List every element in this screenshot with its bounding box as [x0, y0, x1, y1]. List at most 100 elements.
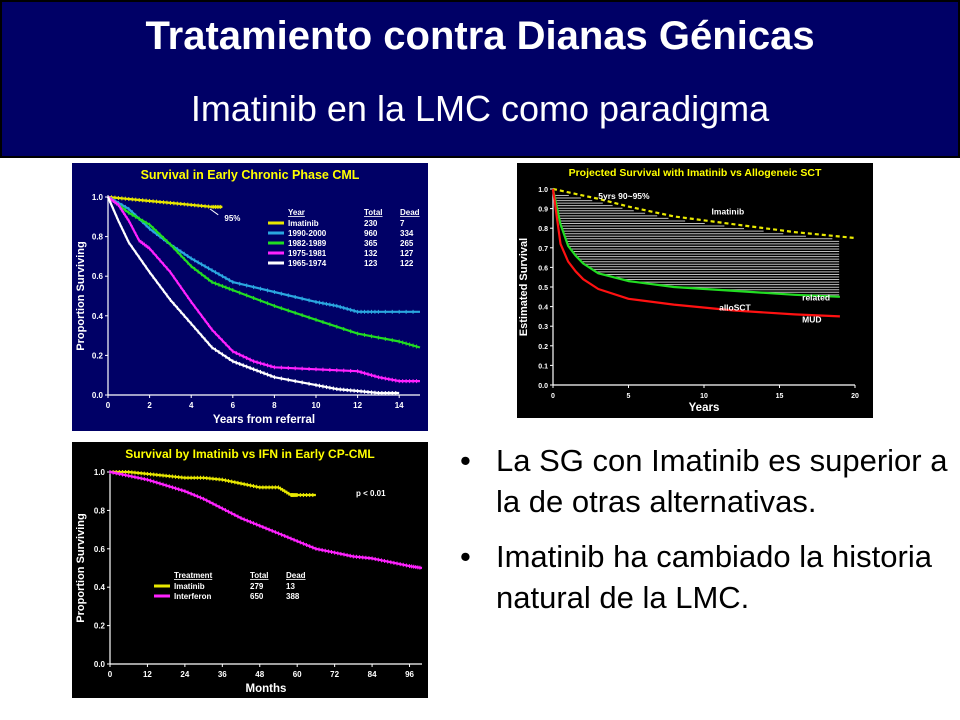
bullet-text: Imatinib ha cambiado la historia natural… — [496, 539, 932, 615]
slide-subtitle: Imatinib en la LMC como paradigma — [190, 88, 770, 129]
y-tick-label: 0.4 — [538, 305, 548, 312]
chart-background — [517, 163, 873, 418]
legend-cell: 388 — [286, 592, 300, 601]
legend-cell: 127 — [400, 249, 414, 258]
x-tick-label: 0 — [108, 670, 113, 679]
y-axis-label: Proportion Surviving — [75, 241, 87, 350]
x-tick-label: 0 — [551, 393, 555, 400]
chart-survival-early-cp-cml: Survival in Early Chronic Phase CML 0 2 4 6 8… — [72, 163, 428, 431]
legend-cell: 334 — [400, 229, 414, 238]
x-tick-label: 12 — [143, 670, 152, 679]
series-line-mud — [551, 188, 840, 318]
x-tick-label: 6 — [231, 401, 236, 410]
y-tick-label: 0.0 — [538, 383, 548, 390]
bullet-dot: • — [460, 539, 471, 574]
legend-header: Year — [288, 208, 305, 217]
y-tick-label: 0.4 — [92, 312, 104, 321]
x-tick-label: 15 — [776, 393, 784, 400]
x-tick-label: 2 — [147, 401, 152, 410]
legend-cell: 365 — [364, 239, 378, 248]
chart-projected-survival: Projected Survival with Imatinib vs Allo… — [517, 163, 873, 418]
chart-imatinib-vs-ifn: Survival by Imatinib vs IFN in Early CP-… — [72, 442, 428, 698]
y-tick-label: 0.5 — [538, 285, 548, 292]
x-tick-label: 20 — [851, 393, 859, 400]
legend-cell: 123 — [364, 259, 378, 268]
legend-cell: 1982-1989 — [288, 239, 327, 248]
chart-title: Survival in Early Chronic Phase CML — [141, 168, 360, 182]
bullet-item: • La SG con Imatinib es superior a la de … — [458, 440, 953, 522]
x-tick-label: 8 — [272, 401, 277, 410]
x-tick-label: 10 — [312, 401, 321, 410]
bullet-list: • La SG con Imatinib es superior a la de … — [458, 440, 953, 632]
legend-cell: Interferon — [174, 592, 211, 601]
x-tick-label: 12 — [353, 401, 362, 410]
legend-cell: 1990-2000 — [288, 229, 327, 238]
y-tick-label: 0.3 — [538, 324, 548, 331]
annotation-95-percent: 95% — [224, 214, 240, 223]
legend-cell: 960 — [364, 229, 378, 238]
x-axis-label: Months — [246, 683, 287, 695]
bullet-text: La SG con Imatinib es superior a la de o… — [496, 443, 948, 519]
slide-title: Tratamiento contra Dianas Génicas — [145, 14, 815, 58]
annotation-label: 5yrs 90~95% — [598, 191, 650, 201]
legend-cell: 1975-1981 — [288, 249, 327, 258]
legend-header: Total — [364, 208, 383, 217]
x-tick-label: 96 — [405, 670, 414, 679]
x-axis-label: Years — [689, 402, 720, 414]
bullet-item: • Imatinib ha cambiado la historia natura… — [458, 536, 953, 618]
y-tick-label: 0.6 — [92, 272, 104, 281]
y-tick-label: 0.7 — [538, 246, 548, 253]
x-tick-label: 60 — [293, 670, 302, 679]
bullet-dot: • — [460, 443, 471, 478]
legend-cell: 122 — [400, 259, 414, 268]
y-tick-label: 0.6 — [538, 265, 548, 272]
y-tick-label: 0.6 — [94, 545, 106, 554]
y-tick-label: 0.0 — [94, 660, 106, 669]
legend-header: Treatment — [174, 571, 213, 580]
y-tick-label: 1.0 — [538, 187, 548, 194]
y-tick-label: 0.2 — [94, 622, 106, 631]
legend-cell: 1965-1974 — [288, 259, 327, 268]
y-tick-label: 0.2 — [92, 351, 104, 360]
legend-cell: Imatinib — [174, 582, 205, 591]
legend-cell: 279 — [250, 582, 264, 591]
y-axis-label: Estimated Survival — [518, 238, 530, 336]
y-tick-label: 0.1 — [538, 363, 548, 370]
legend-cell: 13 — [286, 582, 295, 591]
y-tick-label: 0.9 — [538, 207, 548, 214]
annotation-arrow — [209, 208, 219, 216]
legend-cell: 132 — [364, 249, 378, 258]
x-tick-label: 24 — [180, 670, 189, 679]
x-tick-label: 48 — [255, 670, 264, 679]
annotation-label: related — [802, 293, 830, 303]
chart-title: Projected Survival with Imatinib vs Allo… — [569, 167, 822, 179]
x-tick-label: 4 — [189, 401, 194, 410]
p-value-annotation: p < 0.01 — [356, 489, 386, 498]
legend-header: Total — [250, 571, 269, 580]
x-tick-label: 72 — [330, 670, 339, 679]
x-axis-label: Years from referral — [213, 414, 315, 426]
legend-cell: 7 — [400, 219, 405, 228]
annotation-label: Imatinib — [712, 206, 745, 216]
y-tick-label: 0.8 — [538, 226, 548, 233]
legend-cell: 265 — [400, 239, 414, 248]
x-tick-label: 5 — [627, 393, 631, 400]
x-tick-label: 14 — [395, 401, 404, 410]
y-tick-label: 0.4 — [94, 583, 106, 592]
x-tick-label: 36 — [218, 670, 227, 679]
x-tick-label: 84 — [368, 670, 377, 679]
y-axis-label: Proportion Surviving — [75, 513, 87, 622]
legend-header: Dead — [400, 208, 420, 217]
series-line-imatinib — [552, 187, 856, 240]
y-tick-label: 0.0 — [92, 391, 104, 400]
chart-background — [72, 442, 428, 698]
y-tick-label: 0.8 — [92, 233, 104, 242]
legend-cell: Imatinib — [288, 219, 319, 228]
y-tick-label: 1.0 — [94, 468, 106, 477]
x-tick-label: 0 — [106, 401, 111, 410]
y-tick-label: 0.8 — [94, 506, 106, 515]
chart-title: Survival by Imatinib vs IFN in Early CP-… — [125, 447, 374, 461]
legend-header: Dead — [286, 571, 306, 580]
legend-cell: 650 — [250, 592, 264, 601]
y-tick-label: 1.0 — [92, 193, 104, 202]
